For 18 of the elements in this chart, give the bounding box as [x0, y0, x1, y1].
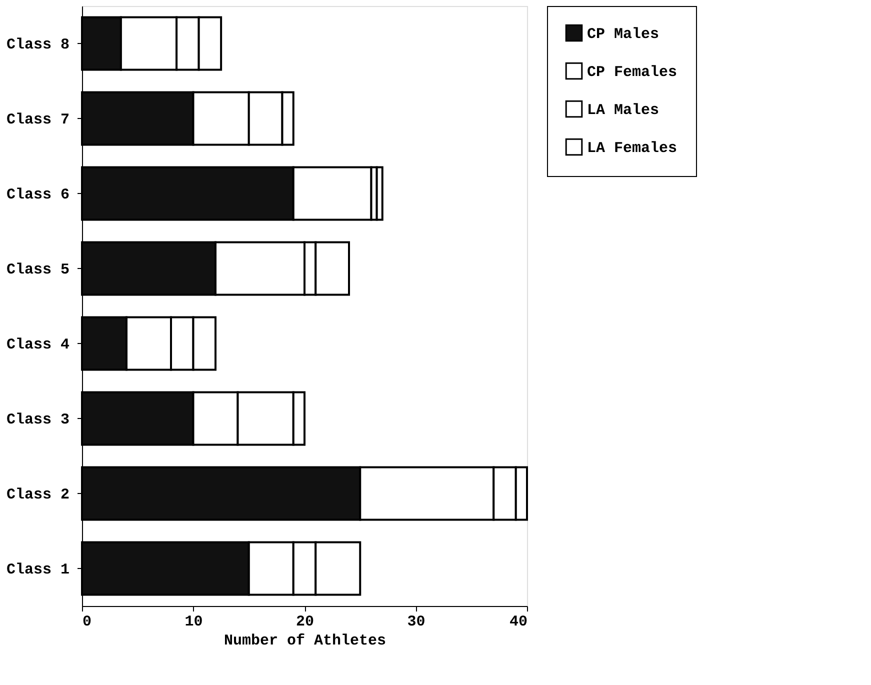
- x-tick-label: 20: [296, 614, 314, 630]
- x-axis-title: Number of Athletes: [224, 632, 386, 650]
- x-tick-label: 40: [509, 614, 528, 630]
- y-tick-label: Class 7: [6, 112, 70, 128]
- legend-label: LA Males: [587, 102, 660, 119]
- y-tick-label: Class 1: [6, 562, 70, 578]
- legend-label: CP Females: [587, 64, 678, 81]
- y-tick-label: Class 8: [6, 36, 70, 54]
- legend-label: CP Males: [587, 26, 660, 43]
- y-tick-label: Class 6: [6, 186, 70, 204]
- x-tick-label: 10: [184, 614, 203, 630]
- y-tick-label: Class 3: [6, 412, 70, 428]
- y-tick-label: Class 5: [6, 262, 70, 278]
- legend-label: LA Females: [587, 140, 678, 157]
- y-tick-label: Class 4: [6, 336, 70, 354]
- x-tick-label: 0: [82, 614, 92, 630]
- y-tick-label: Class 2: [6, 486, 70, 504]
- x-tick-label: 30: [407, 614, 426, 630]
